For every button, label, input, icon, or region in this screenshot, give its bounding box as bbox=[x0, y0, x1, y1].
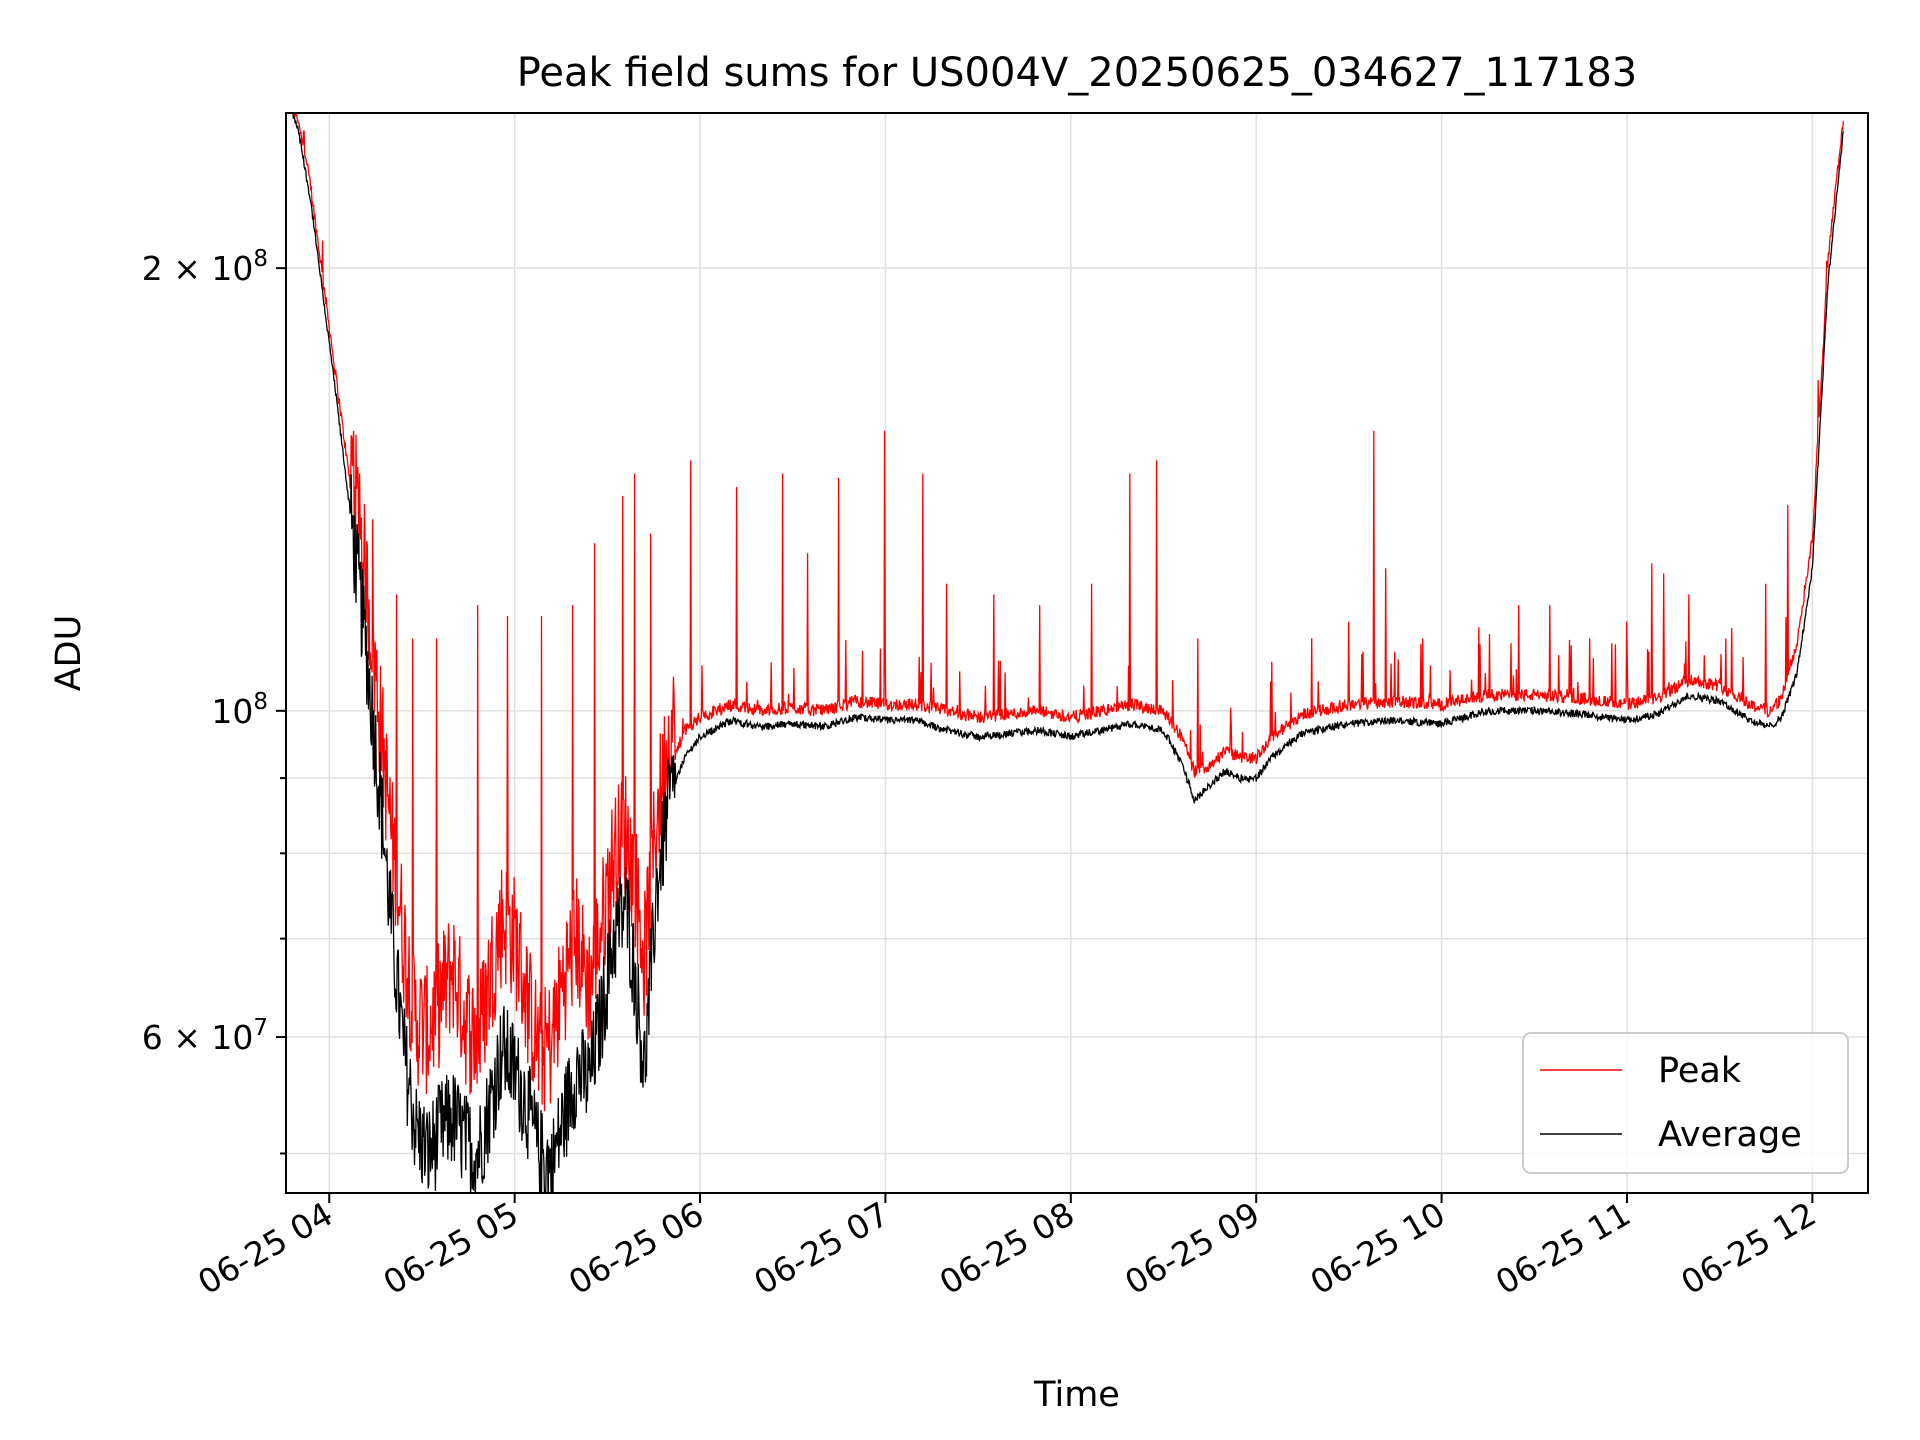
plot-area-frame bbox=[285, 112, 1869, 1194]
series-average-line bbox=[292, 113, 1844, 1193]
legend-label-average: Average bbox=[1658, 1115, 1802, 1155]
series-peak-line bbox=[293, 113, 1844, 1112]
legend-box bbox=[1522, 1032, 1849, 1174]
legend-label-peak: Peak bbox=[1658, 1051, 1742, 1091]
y-axis-label: ADU bbox=[49, 615, 89, 692]
y-tick-label: 6 × 107 bbox=[142, 1015, 268, 1057]
series-layer bbox=[292, 113, 1844, 1193]
y-tick-label: 2 × 108 bbox=[142, 246, 268, 288]
y-axis-ticks: 2 × 108 108 6 × 107 bbox=[142, 246, 286, 1155]
y-tick-label: 108 bbox=[211, 689, 268, 731]
legend: Peak Average bbox=[1522, 1032, 1849, 1174]
grid-layer bbox=[286, 113, 1868, 1193]
chart-title: Peak field sums for US004V_20250625_0346… bbox=[517, 50, 1638, 96]
x-axis-label: Time bbox=[1033, 1375, 1120, 1415]
